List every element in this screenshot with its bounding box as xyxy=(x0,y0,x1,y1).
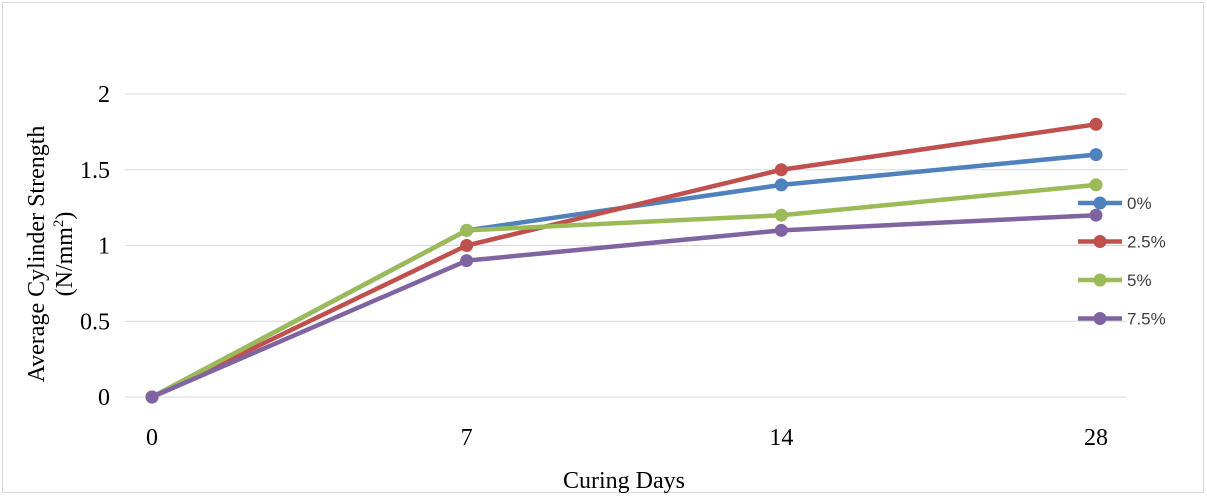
legend-label: 0% xyxy=(1127,194,1152,213)
x-axis-title: Curing Days xyxy=(563,468,685,494)
legend-marker xyxy=(1093,273,1107,287)
series-5% xyxy=(145,178,1103,404)
data-point xyxy=(460,239,474,252)
y-axis-ticks: 0 0.5 1 1.5 2 xyxy=(80,82,110,411)
data-point xyxy=(460,254,474,268)
y-axis-title-line2: (N/mm2) xyxy=(51,212,78,297)
y-tick-label: 1 xyxy=(98,234,110,260)
series-lines xyxy=(145,117,1103,404)
legend-marker xyxy=(1093,312,1107,325)
x-tick-label: 7 xyxy=(461,425,473,451)
legend-marker xyxy=(1093,196,1107,210)
data-point xyxy=(1089,148,1103,162)
y-tick-label: 1.5 xyxy=(80,158,110,184)
data-point xyxy=(1089,208,1103,222)
y-axis-title-line1: Average Cylinder Strength xyxy=(24,126,50,383)
x-tick-label: 14 xyxy=(769,425,793,451)
data-point xyxy=(1089,178,1103,192)
legend-item: 0% xyxy=(1078,194,1152,213)
series-line xyxy=(149,212,1099,400)
data-point xyxy=(145,390,159,404)
y-tick-label: 0 xyxy=(98,385,110,411)
series-7.5% xyxy=(145,208,1103,404)
legend-marker xyxy=(1093,235,1107,248)
legend-item: 2.5% xyxy=(1078,233,1166,252)
series-0% xyxy=(145,148,1103,404)
x-tick-label: 0 xyxy=(146,425,158,451)
legend: 0% 2.5% 5% 7.5% xyxy=(1078,194,1166,329)
y-axis-title: Average Cylinder Strength (N/mm2) xyxy=(24,126,78,383)
x-axis-ticks: 0 7 14 28 xyxy=(146,425,1108,451)
data-point xyxy=(774,223,788,237)
data-point xyxy=(774,178,788,192)
legend-label: 2.5% xyxy=(1127,233,1166,252)
legend-item: 5% xyxy=(1078,271,1152,290)
series-line xyxy=(149,152,1099,400)
y-tick-label: 2 xyxy=(98,82,110,108)
legend-item: 7.5% xyxy=(1078,310,1166,329)
legend-label: 7.5% xyxy=(1127,310,1166,329)
data-point xyxy=(460,223,474,237)
series-line xyxy=(149,182,1099,400)
series-2.5% xyxy=(145,117,1103,404)
data-point xyxy=(774,163,788,177)
x-tick-label: 28 xyxy=(1084,425,1108,451)
series-line xyxy=(149,122,1099,400)
data-point xyxy=(774,208,788,222)
legend-label: 5% xyxy=(1127,271,1152,290)
y-tick-label: 0.5 xyxy=(80,309,110,335)
data-point xyxy=(1089,117,1103,131)
